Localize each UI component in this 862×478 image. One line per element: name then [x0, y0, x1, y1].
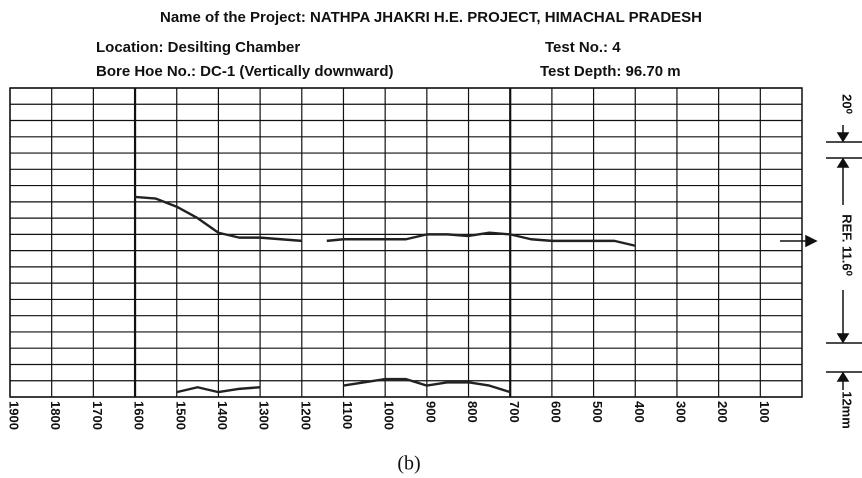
x-tick-label: 1800 — [48, 401, 63, 430]
data-line — [343, 377, 511, 394]
caption: (b) — [397, 453, 420, 475]
x-tick-label: 1700 — [90, 401, 105, 430]
data-line — [176, 386, 261, 394]
x-tick-label: 1600 — [132, 401, 147, 430]
x-tick-label: 1400 — [215, 401, 230, 430]
ref-annotation: REF. 11.6⁰ — [840, 214, 855, 276]
x-tick-label: 500 — [590, 401, 605, 423]
x-tick-label: 1000 — [382, 401, 397, 430]
x-tick-label: 400 — [632, 401, 647, 423]
x-tick-label: 1500 — [173, 401, 188, 430]
test-depth: Test Depth: 96.70 m — [540, 63, 681, 80]
location: Location: Desilting Chamber — [96, 39, 300, 56]
x-tick-label: 900 — [423, 401, 438, 423]
test-no: Test No.: 4 — [545, 39, 621, 56]
annotation-arrows — [780, 125, 862, 390]
x-tick-label: 700 — [507, 401, 522, 423]
x-tick-label: 1300 — [257, 401, 272, 430]
top-annotation: 20⁰ — [840, 94, 855, 114]
x-tick-label: 600 — [548, 401, 563, 423]
x-tick-label: 1900 — [7, 401, 22, 430]
x-tick-label: 800 — [465, 401, 480, 423]
data-line — [134, 195, 636, 247]
plot-frame — [9, 87, 803, 398]
x-tick-label: 300 — [674, 401, 689, 423]
bore-hole: Bore Hoe No.: DC-1 (Vertically downward) — [96, 63, 394, 80]
x-tick-label: 200 — [715, 401, 730, 423]
x-tick-label: 1200 — [298, 401, 313, 430]
x-tick-label: 1100 — [340, 401, 355, 429]
chart-title: Name of the Project: NATHPA JHAKRI H.E. … — [160, 9, 702, 26]
x-tick-label: 100 — [757, 401, 772, 423]
bottom-annotation: 12mm — [840, 391, 855, 429]
